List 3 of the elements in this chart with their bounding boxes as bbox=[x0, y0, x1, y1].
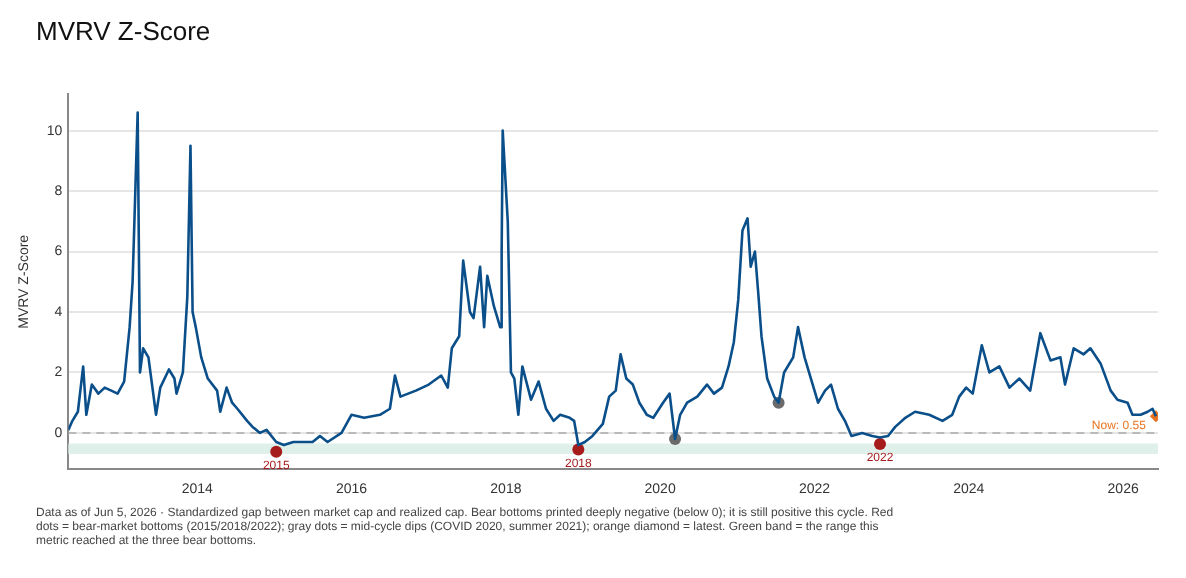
chart-title: MVRV Z-Score bbox=[36, 16, 211, 46]
point bbox=[874, 438, 886, 451]
point bbox=[270, 445, 283, 458]
